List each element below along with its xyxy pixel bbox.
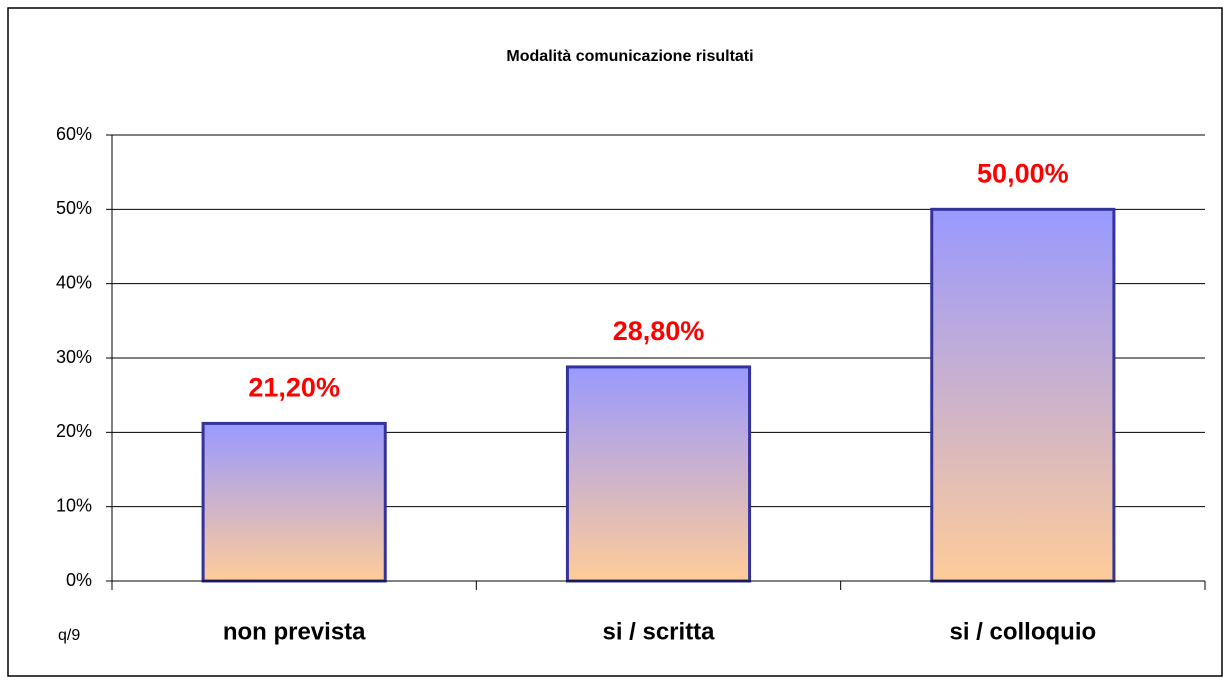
- y-tick-label: 10%: [56, 495, 92, 515]
- x-tick-label: si / colloquio: [949, 618, 1096, 645]
- y-tick-label: 30%: [56, 347, 92, 367]
- value-label: 28,80%: [613, 316, 705, 346]
- x-tick-label: si / scritta: [602, 618, 715, 645]
- y-tick-label: 60%: [56, 124, 92, 144]
- x-tick-label: non prevista: [223, 618, 366, 645]
- bar: [201, 421, 387, 583]
- value-label: 50,00%: [977, 158, 1069, 188]
- y-tick-label: 0%: [66, 570, 92, 590]
- bar: [565, 365, 752, 583]
- y-tick-label: 20%: [56, 421, 92, 441]
- value-label: 21,20%: [248, 373, 340, 403]
- chart-title: Modalità comunicazione risultati: [506, 48, 753, 65]
- annotation: q/9: [58, 627, 80, 644]
- bar: [930, 207, 1116, 583]
- y-tick-label: 40%: [56, 272, 92, 292]
- y-tick-label: 50%: [56, 198, 92, 218]
